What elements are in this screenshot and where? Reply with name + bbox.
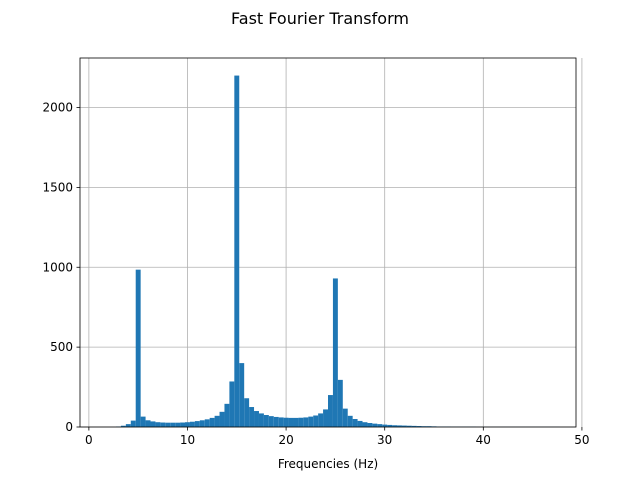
bar (298, 417, 304, 427)
bar (224, 403, 230, 427)
bar (150, 421, 156, 427)
bar (283, 417, 289, 427)
bar (120, 425, 126, 427)
bar (135, 269, 141, 427)
bar (175, 422, 181, 427)
x-tick-label: 10 (180, 433, 195, 447)
bar (401, 425, 407, 427)
bar (313, 415, 319, 427)
bar (308, 416, 314, 427)
bar (194, 421, 200, 427)
bar (337, 379, 343, 427)
bar (328, 395, 333, 427)
y-tick-label: 1500 (42, 180, 73, 194)
y-tick-label: 1000 (42, 260, 73, 274)
bar (180, 422, 186, 427)
bar (130, 420, 136, 427)
x-tick-label: 0 (85, 433, 93, 447)
bar (362, 422, 368, 427)
bar (372, 423, 378, 427)
plot-frame (79, 57, 577, 428)
x-tick-label: 20 (278, 433, 293, 447)
bar (140, 416, 146, 427)
bar (352, 419, 358, 427)
bar (209, 417, 215, 427)
bar (357, 420, 363, 427)
bar (397, 425, 402, 427)
bar (189, 421, 195, 427)
y-tick-label: 2000 (42, 101, 73, 115)
y-tick-label: 500 (50, 340, 73, 354)
bar (170, 422, 176, 427)
x-tick-label: 30 (377, 433, 392, 447)
bar (165, 422, 171, 427)
x-tick-label: 40 (476, 433, 491, 447)
bar (392, 425, 398, 427)
bar (185, 422, 190, 427)
bar (268, 416, 274, 427)
bar-series (115, 75, 560, 428)
bar (254, 411, 259, 427)
bar (145, 420, 151, 427)
bar (204, 419, 210, 427)
bar (160, 422, 166, 427)
grid-lines (80, 58, 583, 428)
bar (155, 422, 161, 427)
bar (229, 381, 235, 427)
bar (387, 424, 393, 427)
bar (258, 413, 264, 427)
x-axis-label: Frequencies (Hz) (278, 457, 378, 471)
bar (332, 278, 338, 427)
y-axis: 0 500 1000 1500 2000 (42, 101, 80, 434)
x-tick-label: 50 (574, 433, 589, 447)
bar (199, 420, 205, 427)
bar (234, 75, 240, 428)
bar (406, 425, 412, 427)
chart-title: Fast Fourier Transform (231, 9, 409, 28)
bar (244, 398, 250, 427)
bar (214, 415, 220, 427)
bar (293, 417, 299, 427)
bar (416, 426, 422, 427)
bar (288, 417, 294, 427)
bar (411, 425, 417, 427)
bar (249, 407, 255, 427)
bar (382, 424, 388, 427)
y-tick-label: 0 (65, 420, 73, 434)
bar (347, 415, 353, 427)
bar (125, 424, 131, 427)
bar (377, 424, 383, 427)
bar (323, 409, 328, 427)
bar (303, 417, 309, 427)
bar (278, 417, 284, 427)
x-axis: 0 10 20 30 40 50 (85, 427, 590, 447)
bar (263, 415, 269, 427)
bar (239, 363, 245, 427)
bar (342, 408, 348, 427)
bar (367, 423, 373, 427)
bar (219, 411, 225, 427)
bar (273, 416, 279, 427)
bar (318, 413, 324, 427)
